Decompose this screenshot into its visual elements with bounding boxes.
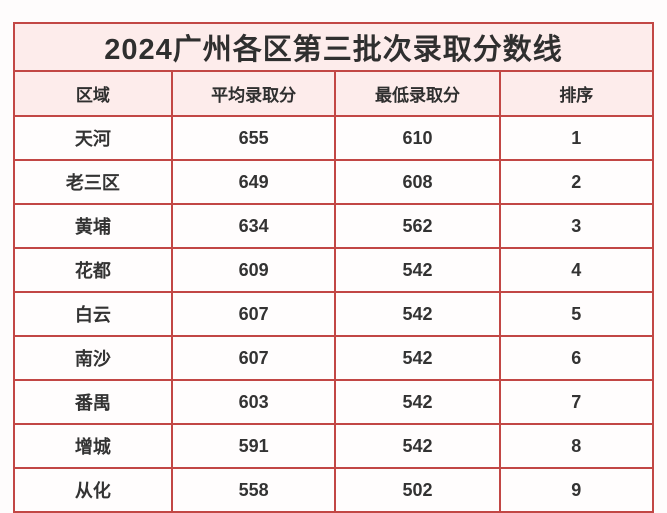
column-header-average-score: 平均录取分 [170,70,337,117]
table-body: 天河 655 610 1 老三区 649 608 2 黄埔 634 562 3 … [13,115,655,513]
average-score-cell: 634 [170,203,337,249]
rank-cell: 3 [498,203,655,249]
minimum-score-cell: 542 [334,291,501,337]
header-row: 区域 平均录取分 最低录取分 排序 [13,70,655,117]
region-cell: 黄埔 [13,203,173,249]
region-cell: 老三区 [13,159,173,205]
rank-cell: 9 [498,467,655,513]
rank-cell: 6 [498,335,655,381]
table-row: 老三区 649 608 2 [13,159,655,205]
rank-cell: 2 [498,159,655,205]
table-row: 天河 655 610 1 [13,115,655,161]
table-row: 黄埔 634 562 3 [13,203,655,249]
minimum-score-cell: 562 [334,203,501,249]
region-cell: 天河 [13,115,173,161]
column-header-minimum-score: 最低录取分 [334,70,501,117]
column-header-rank: 排序 [498,70,655,117]
average-score-cell: 558 [170,467,337,513]
table-row: 从化 558 502 9 [13,467,655,513]
rank-cell: 8 [498,423,655,469]
region-cell: 花都 [13,247,173,293]
table-row: 花都 609 542 4 [13,247,655,293]
admission-score-table: 2024广州各区第三批次录取分数线 区域 平均录取分 最低录取分 排序 天河 6… [13,22,655,513]
average-score-cell: 607 [170,335,337,381]
minimum-score-cell: 502 [334,467,501,513]
minimum-score-cell: 610 [334,115,501,161]
region-cell: 白云 [13,291,173,337]
table-row: 南沙 607 542 6 [13,335,655,381]
table-row: 番禺 603 542 7 [13,379,655,425]
minimum-score-cell: 608 [334,159,501,205]
average-score-cell: 591 [170,423,337,469]
rank-cell: 1 [498,115,655,161]
average-score-cell: 649 [170,159,337,205]
minimum-score-cell: 542 [334,335,501,381]
rank-cell: 5 [498,291,655,337]
rank-cell: 7 [498,379,655,425]
average-score-cell: 609 [170,247,337,293]
table-row: 增城 591 542 8 [13,423,655,469]
rank-cell: 4 [498,247,655,293]
title-row: 2024广州各区第三批次录取分数线 [13,22,654,72]
average-score-cell: 607 [170,291,337,337]
minimum-score-cell: 542 [334,379,501,425]
region-cell: 南沙 [13,335,173,381]
column-header-region: 区域 [13,70,173,117]
minimum-score-cell: 542 [334,423,501,469]
average-score-cell: 655 [170,115,337,161]
table-row: 白云 607 542 5 [13,291,655,337]
table-title: 2024广州各区第三批次录取分数线 [13,22,654,72]
region-cell: 增城 [13,423,173,469]
minimum-score-cell: 542 [334,247,501,293]
average-score-cell: 603 [170,379,337,425]
region-cell: 从化 [13,467,173,513]
region-cell: 番禺 [13,379,173,425]
